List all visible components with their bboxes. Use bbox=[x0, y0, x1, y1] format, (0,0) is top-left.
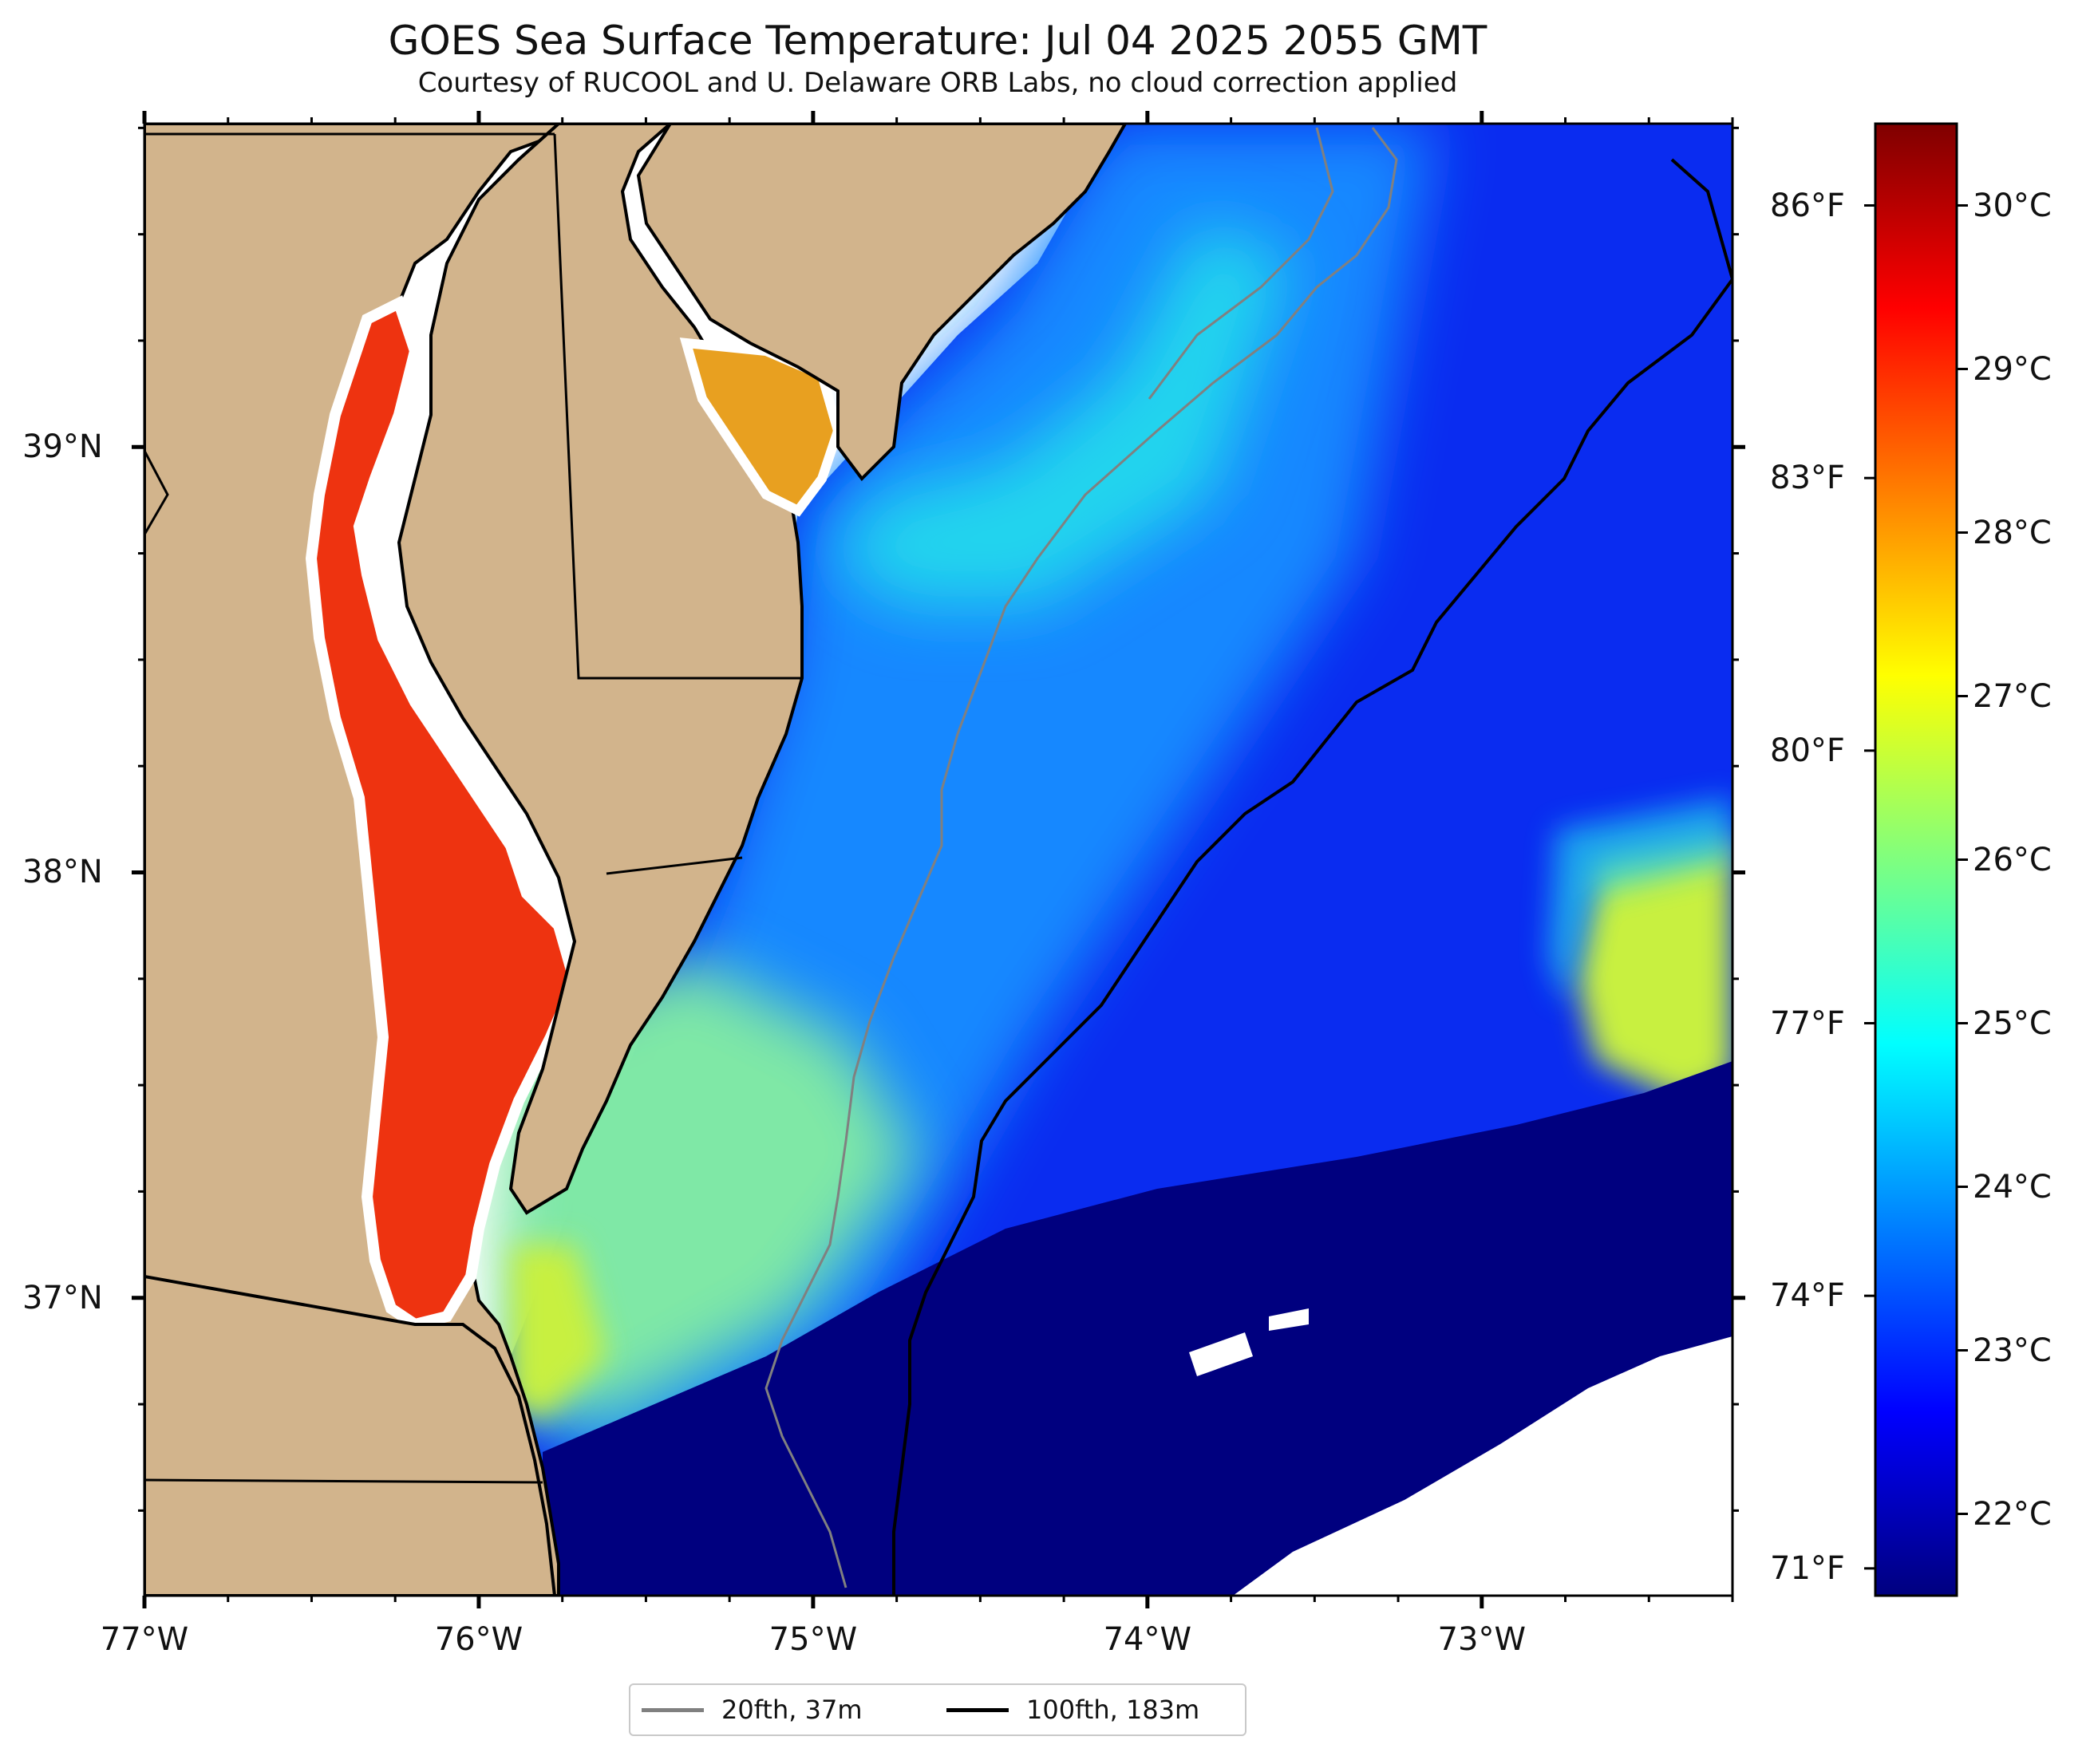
map-subtitle: Courtesy of RUCOOL and U. Delaware ORB L… bbox=[417, 67, 1458, 99]
map-ticks bbox=[132, 111, 1745, 1608]
no-data-patch-small bbox=[1189, 1332, 1253, 1376]
chesapeake-bay bbox=[305, 295, 581, 1331]
colorbar-label-c: 26°C bbox=[1973, 841, 2052, 878]
no-data-patch-small-2 bbox=[1269, 1308, 1309, 1331]
colorbar-ticks bbox=[1864, 204, 1968, 1570]
colorbar-label-c: 27°C bbox=[1973, 677, 2052, 715]
lon-tick-label: 75°W bbox=[768, 1621, 858, 1658]
isobath-20fth bbox=[764, 127, 1398, 1588]
isobath-legend: 20fth, 37m 100fth, 183m bbox=[629, 1683, 1246, 1736]
colorbar-label-f: 71°F bbox=[1770, 1549, 1845, 1587]
map-title: GOES Sea Surface Temperature: Jul 04 202… bbox=[388, 18, 1487, 64]
colorbar-label-f: 86°F bbox=[1770, 187, 1845, 224]
sst-shelf-warm bbox=[830, 223, 1293, 606]
isobath-100fth-contour bbox=[892, 158, 1732, 1596]
isobath-20fth-shoal bbox=[1148, 127, 1334, 400]
colorbar bbox=[1874, 122, 1958, 1597]
colorbar-label-c: 22°C bbox=[1973, 1495, 2052, 1533]
colorbar-label-f: 74°F bbox=[1770, 1277, 1845, 1315]
land-new-jersey bbox=[636, 124, 1128, 482]
border-va-nc bbox=[144, 1478, 543, 1484]
sst-southern-yellow bbox=[511, 1245, 606, 1420]
border-md-west bbox=[144, 450, 169, 535]
sst-offshore-green-ring bbox=[1548, 798, 1732, 1005]
lon-tick-label: 76°W bbox=[434, 1621, 523, 1658]
colorbar-label-c: 29°C bbox=[1973, 350, 2052, 388]
legend-swatch-100fth bbox=[946, 1707, 1009, 1712]
land-southern-virginia bbox=[144, 1274, 557, 1596]
legend-swatch-20fth bbox=[642, 1707, 704, 1712]
no-data-patch-southeast bbox=[1233, 1336, 1732, 1596]
colorbar-label-c: 24°C bbox=[1973, 1168, 2052, 1206]
colorbar-label-c: 30°C bbox=[1973, 187, 2052, 224]
map-frame bbox=[143, 122, 1734, 1597]
lon-tick-label: 77°W bbox=[100, 1621, 189, 1658]
legend-item-100fth: 100fth, 183m bbox=[946, 1685, 1199, 1734]
map-area bbox=[144, 124, 1732, 1596]
colorbar-label-c: 25°C bbox=[1973, 1004, 2052, 1042]
isobath-100fth bbox=[892, 158, 1732, 1596]
legend-label-20fth: 20fth, 37m bbox=[721, 1695, 863, 1725]
colorbar-label-c: 23°C bbox=[1973, 1332, 2052, 1369]
lat-tick-label: 38°N bbox=[22, 854, 103, 891]
colorbar-label-c: 28°C bbox=[1973, 514, 2052, 551]
legend-label-100fth: 100fth, 183m bbox=[1026, 1695, 1200, 1725]
colorbar-label-f: 80°F bbox=[1770, 732, 1845, 769]
lon-tick-label: 73°W bbox=[1437, 1621, 1527, 1658]
colorbar-label-f: 77°F bbox=[1770, 1004, 1845, 1042]
sst-cold-south bbox=[543, 1061, 1732, 1596]
lon-tick-label: 74°W bbox=[1103, 1621, 1192, 1658]
border-md-va bbox=[606, 856, 743, 875]
lat-tick-label: 39°N bbox=[22, 428, 103, 466]
isobath-20fth-contour bbox=[764, 127, 1398, 1588]
border-de-md bbox=[553, 133, 802, 680]
legend-item-20fth: 20fth, 37m bbox=[642, 1685, 862, 1734]
colorbar-label-f: 83°F bbox=[1770, 460, 1845, 497]
lat-tick-label: 37°N bbox=[22, 1279, 103, 1316]
state-borders bbox=[144, 132, 802, 1484]
sst-offshore-warm-eddy bbox=[1576, 838, 1732, 1101]
